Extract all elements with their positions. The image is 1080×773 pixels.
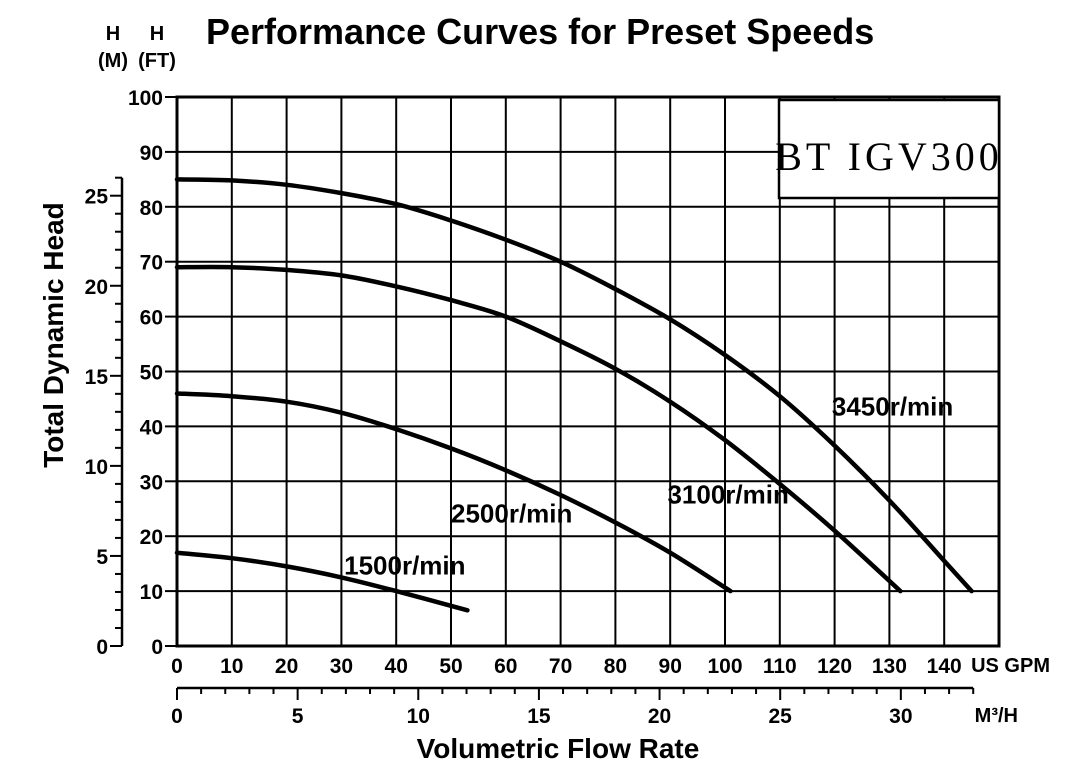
y-ticks-ft: 0 10 20 30 40 50 60 70 80 90 100: [128, 87, 177, 659]
x-m3h-tick-label: 0: [171, 705, 183, 728]
x-gpm-tick-label: 60: [494, 655, 517, 678]
y-ft-tick-label: 60: [140, 307, 163, 330]
curve-3100rmin: [174, 264, 903, 594]
x-gpm-tick-label: 50: [439, 655, 462, 678]
x-m3h-tick-label: 10: [407, 705, 430, 728]
y-ticks-m: 0 5 10 15 20 25: [85, 176, 124, 659]
y-ft-tick-label: 90: [140, 142, 163, 165]
x-gpm-tick-label: 10: [220, 655, 243, 678]
x-m3h-tick-label: 15: [527, 705, 551, 728]
x-gpm-tick-label: 130: [872, 655, 907, 678]
y-ft-tick-label: 50: [140, 362, 163, 385]
x-gpm-tick-label: 20: [275, 655, 298, 678]
y-ft-tick-label: 70: [140, 252, 163, 275]
x-gpm-tick-label: 40: [385, 655, 408, 678]
model-label: BT IGV300: [775, 134, 1002, 179]
m-unit-top: H: [106, 23, 120, 45]
y-ft-tick-label: 20: [140, 526, 163, 549]
x-gpm-tick-label: 90: [659, 655, 682, 678]
x-gpm-tick-label: 80: [604, 655, 627, 678]
x-ticks-m3h: 0 5 10 15 20 25 30: [171, 686, 975, 728]
ft-unit-bottom: (FT): [138, 50, 176, 72]
y-ft-tick-label: 10: [140, 581, 163, 604]
curve-1500rmin: [174, 550, 470, 613]
curve-label: 1500r/min: [344, 551, 465, 581]
curve-3450rmin: [174, 177, 974, 594]
x-m3h-tick-label: 30: [889, 705, 912, 728]
curve-2500rmin: [174, 391, 733, 594]
y-ft-tick-label: 80: [140, 197, 163, 220]
y-m-tick-label: 25: [85, 186, 109, 209]
x-gpm-tick-label: 30: [330, 655, 353, 678]
y-m-tick-label: 0: [96, 636, 108, 659]
curve-label: 3450r/min: [832, 391, 953, 421]
x-m3h-tick-label: 25: [769, 705, 793, 728]
x-gpm-tick-label: 120: [817, 655, 852, 678]
y-axis-label: Total Dynamic Head: [38, 202, 69, 468]
y-m-tick-label: 10: [85, 456, 108, 479]
chart-title: Performance Curves for Preset Speeds: [206, 11, 874, 52]
curve-label: 2500r/min: [451, 498, 572, 528]
x-gpm-tick-label: 70: [549, 655, 572, 678]
y-m-tick-label: 5: [96, 546, 108, 569]
x-gpm-tick-label: 140: [927, 655, 962, 678]
model-box: [777, 98, 1001, 200]
curve-labels: 3450r/min 3100r/min 2500r/min 1500r/min: [344, 391, 953, 580]
y-ft-tick-label: 0: [151, 636, 163, 659]
y-ft-tick-label: 30: [140, 471, 163, 494]
x-m3h-tick-label: 5: [292, 705, 304, 728]
y-ft-tick-label: 100: [128, 87, 163, 110]
x-ticks-gpm: 0 10 20 30 40 50 60 70 80 90 100 110 120 130 140: [171, 655, 962, 678]
x-axis-label: Volumetric Flow Rate: [417, 733, 700, 764]
x-gpm-tick-label: 100: [707, 655, 742, 678]
y-m-tick-label: 20: [85, 276, 108, 299]
y-ft-tick-label: 40: [140, 416, 163, 439]
y-m-tick-label: 15: [85, 366, 109, 389]
x-unit-m3h: M³/H: [975, 705, 1018, 727]
x-gpm-tick-label: 0: [171, 655, 183, 678]
m-unit-bottom: (M): [98, 50, 128, 72]
ft-unit-top: H: [150, 23, 164, 45]
curves: [174, 177, 974, 613]
curve-label: 3100r/min: [667, 479, 788, 509]
x-gpm-tick-label: 110: [763, 655, 797, 678]
x-unit-gpm: US GPM: [971, 655, 1050, 677]
x-m3h-tick-label: 20: [648, 705, 671, 728]
